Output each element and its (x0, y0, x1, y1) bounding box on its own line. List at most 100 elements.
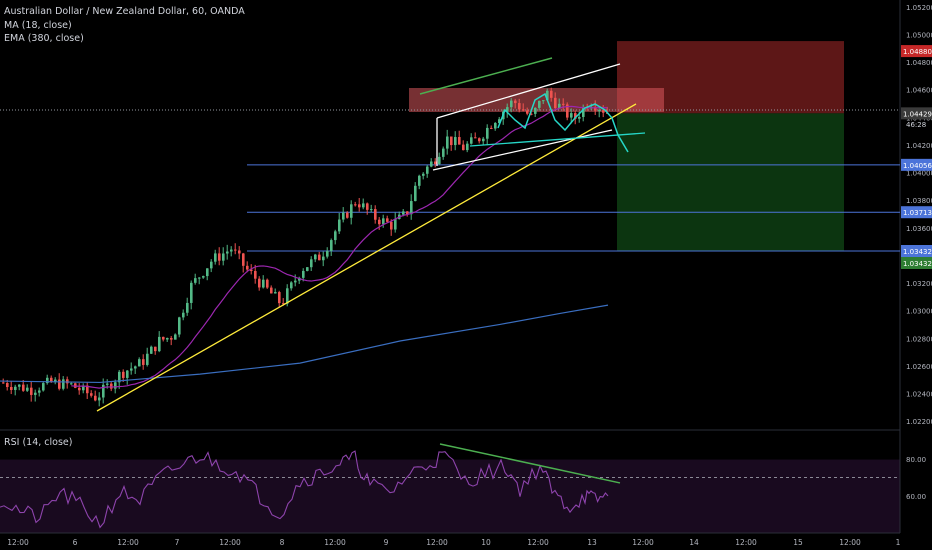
candle-body (386, 218, 389, 222)
candle-body (230, 249, 233, 252)
candle-body (530, 113, 533, 115)
candle-body (362, 203, 365, 208)
price-divergence-line (419, 57, 553, 95)
candle-body (150, 346, 153, 354)
candle-body (166, 338, 169, 340)
time-tick-label: 12:00 (219, 538, 241, 547)
candle-body (270, 287, 273, 294)
candle-body (574, 113, 577, 119)
ema-380-line (0, 304, 609, 384)
rsi-line (0, 450, 609, 529)
candle-body (46, 377, 49, 384)
candle-body (214, 253, 217, 262)
candle-body (434, 161, 437, 165)
time-tick-label: 13 (587, 538, 597, 547)
candle-body (322, 256, 325, 261)
candle-body (218, 253, 221, 261)
candle-body (374, 209, 377, 220)
candle-body (178, 317, 181, 335)
level-badge-1-bg (901, 206, 932, 219)
time-tick-label: 10 (481, 538, 491, 547)
countdown-label: 46:28 (906, 121, 926, 129)
candle-body (70, 383, 73, 385)
time-tick-label: 6 (73, 538, 78, 547)
candle-body (542, 100, 545, 102)
candle-body (54, 379, 57, 382)
candle-body (86, 385, 89, 394)
price-tick-label: 1.05200 (906, 4, 932, 12)
candle-body (526, 110, 529, 114)
candle-body (38, 390, 41, 393)
price-tick-label: 1.05000 (906, 32, 932, 40)
price-tick-label: 1.03000 (906, 308, 932, 316)
price-tick-label: 1.02200 (906, 418, 932, 426)
candle-body (446, 136, 449, 149)
candle-body (462, 144, 465, 151)
candle-body (338, 219, 341, 232)
time-tick-label: 12:00 (426, 538, 448, 547)
candle-body (110, 383, 113, 389)
candle-body (510, 100, 513, 108)
time-tick-label: 14 (689, 538, 699, 547)
candle-body (478, 138, 481, 142)
candle-body (126, 370, 129, 378)
candle-body (578, 116, 581, 119)
candle-body (378, 219, 381, 225)
candle-body (2, 382, 5, 384)
candle-body (358, 204, 361, 208)
candle-body (238, 250, 241, 254)
candle-body (438, 156, 441, 165)
price-tick-label: 1.04600 (906, 87, 932, 95)
candle-body (558, 103, 561, 109)
candle-body (34, 392, 37, 395)
candle-body (90, 393, 93, 396)
candle-body (18, 384, 21, 387)
candle-body (82, 385, 85, 391)
time-tick-label: 1 (896, 538, 901, 547)
candle-body (474, 137, 477, 139)
candle-body (142, 359, 145, 365)
candle-body (250, 269, 253, 271)
candle-body (482, 138, 485, 142)
candle-body (130, 368, 133, 371)
price-tick-label: 1.02800 (906, 335, 932, 343)
candle-body (406, 211, 409, 215)
candle-body (14, 386, 17, 390)
candle-body (198, 277, 201, 279)
candle-body (246, 265, 249, 270)
time-tick-label: 12:00 (117, 538, 139, 547)
level-badge-0-bg (901, 158, 932, 171)
stop-price-badge: 1.04880 (903, 48, 932, 56)
rsi-legend: RSI (14, close) (4, 437, 73, 448)
price-tick-label: 1.03200 (906, 280, 932, 288)
candle-body (458, 137, 461, 145)
candle-body (134, 366, 137, 369)
candle-body (182, 312, 185, 318)
candle-body (318, 254, 321, 261)
candle-body (494, 122, 497, 129)
entry-price-badge-bg (901, 107, 932, 120)
price-tick-label: 1.04200 (906, 142, 932, 150)
target-price-badge-bg (901, 257, 932, 270)
rsi-tick-label: 60.00 (906, 493, 926, 501)
candle-body (350, 204, 353, 218)
candle-body (466, 143, 469, 151)
entry-price-badge: 1.04429 (903, 110, 932, 118)
candle-body (402, 211, 405, 215)
candle-body (234, 249, 237, 251)
price-tick-label: 1.03800 (906, 197, 932, 205)
candle-body (426, 166, 429, 174)
candle-body (94, 395, 97, 401)
candle-body (390, 221, 393, 230)
candle-body (114, 382, 117, 389)
candle-body (602, 110, 605, 113)
level-badge-1: 1.03713 (903, 209, 932, 217)
candle-body (118, 371, 121, 383)
candle-body (534, 107, 537, 114)
candle-body (162, 336, 165, 340)
price-tick-label: 1.03600 (906, 225, 932, 233)
candle-body (290, 282, 293, 289)
price-tick-label: 1.04000 (906, 170, 932, 178)
uptrend-line (96, 103, 637, 412)
